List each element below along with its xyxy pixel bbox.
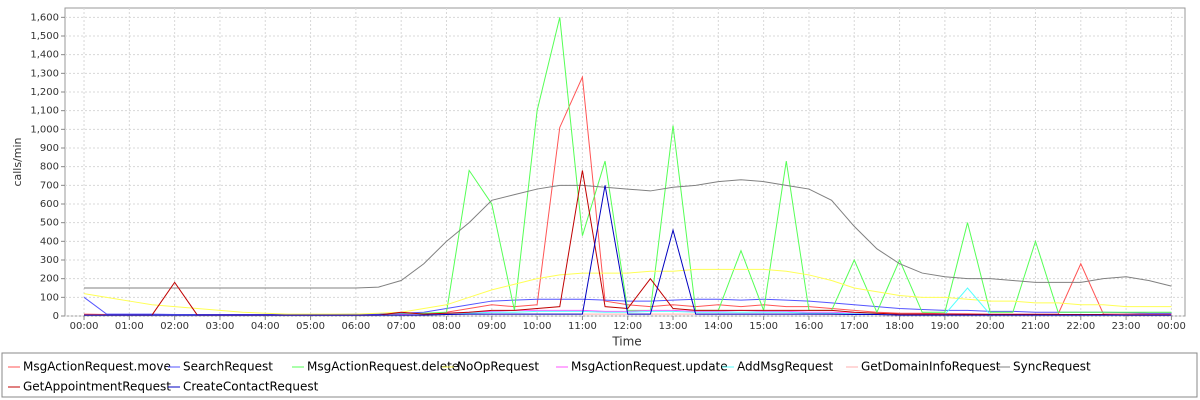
legend-label: MsgActionRequest.move xyxy=(23,360,171,374)
y-tick-label: 600 xyxy=(40,199,59,210)
legend-label: GetDomainInfoRequest xyxy=(861,360,1001,374)
x-axis-label: Time xyxy=(611,335,641,349)
series-line xyxy=(84,185,1172,316)
legend-label: SyncRequest xyxy=(1013,360,1091,374)
legend-label: CreateContactRequest xyxy=(183,380,319,394)
x-tick-label: 13:00 xyxy=(659,321,688,332)
y-tick-label: 800 xyxy=(40,162,59,173)
legend-box xyxy=(1,352,1198,398)
x-tick-label: 18:00 xyxy=(885,321,914,332)
x-tick-label: 16:00 xyxy=(795,321,824,332)
y-tick-label: 1,300 xyxy=(30,68,59,79)
x-tick-label: 14:00 xyxy=(704,321,733,332)
x-tick-label: 15:00 xyxy=(749,321,778,332)
x-tick-label: 23:00 xyxy=(1112,321,1141,332)
series-line xyxy=(83,268,1172,315)
legend-entry: SearchRequest xyxy=(168,360,273,374)
x-tick-label: 12:00 xyxy=(613,321,642,332)
x-tick-label: 19:00 xyxy=(930,321,959,332)
legend-entry: NoOpRequest xyxy=(442,360,539,374)
x-tick-label: 11:00 xyxy=(568,321,597,332)
x-tick-label: 00:00 xyxy=(1157,321,1186,332)
legend-entry: MsgActionRequest.update xyxy=(556,360,728,374)
y-tick-label: 500 xyxy=(40,218,59,229)
y-tick-label: 100 xyxy=(40,292,59,303)
x-tick-label: 17:00 xyxy=(840,321,869,332)
plot-area xyxy=(64,7,1186,317)
legend-label: MsgActionRequest.delete xyxy=(307,360,459,374)
y-tick-label: 1,200 xyxy=(30,87,59,98)
x-tick-label: 00:00 xyxy=(70,321,99,332)
x-tick-label: 20:00 xyxy=(976,321,1005,332)
x-tick-label: 01:00 xyxy=(115,321,144,332)
y-tick-label: 200 xyxy=(40,274,59,285)
y-tick-label: 1,600 xyxy=(30,12,59,23)
series-line xyxy=(84,179,1172,289)
legend-entry: GetDomainInfoRequest xyxy=(846,360,1001,374)
legend-entry: GetAppointmentRequest xyxy=(8,380,171,394)
x-tick-label: 09:00 xyxy=(477,321,506,332)
x-tick-label: 05:00 xyxy=(296,321,325,332)
x-tick-label: 04:00 xyxy=(251,321,280,332)
legend-entry: MsgActionRequest.delete xyxy=(292,360,459,374)
y-tick-label: 1,100 xyxy=(30,106,59,117)
legend-label: MsgActionRequest.update xyxy=(571,360,728,374)
legend-entry: AddMsgRequest xyxy=(722,360,833,374)
y-tick-label: 700 xyxy=(40,180,59,191)
x-tick-label: 03:00 xyxy=(206,321,235,332)
y-tick-label: 0 xyxy=(53,311,59,322)
legend-label: NoOpRequest xyxy=(457,360,539,374)
x-tick-label: 07:00 xyxy=(387,321,416,332)
legend-entry: CreateContactRequest xyxy=(168,380,319,394)
y-tick-label: 900 xyxy=(40,143,59,154)
x-tick-label: 06:00 xyxy=(341,321,370,332)
legend-entry: SyncRequest xyxy=(998,360,1091,374)
x-tick-label: 22:00 xyxy=(1066,321,1095,332)
x-tick-label: 08:00 xyxy=(432,321,461,332)
y-axis-label: calls/min xyxy=(11,137,24,186)
y-tick-label: 1,000 xyxy=(30,124,59,135)
legend-label: SearchRequest xyxy=(183,360,273,374)
y-tick-label: 1,500 xyxy=(30,31,59,42)
y-tick-label: 300 xyxy=(40,255,59,266)
legend-label: GetAppointmentRequest xyxy=(23,380,171,394)
legend-label: AddMsgRequest xyxy=(737,360,833,374)
y-tick-label: 400 xyxy=(40,236,59,247)
y-tick-label: 1,400 xyxy=(30,50,59,61)
x-tick-label: 02:00 xyxy=(160,321,189,332)
x-tick-label: 10:00 xyxy=(523,321,552,332)
x-tick-label: 21:00 xyxy=(1021,321,1050,332)
legend-entry: MsgActionRequest.move xyxy=(8,360,171,374)
